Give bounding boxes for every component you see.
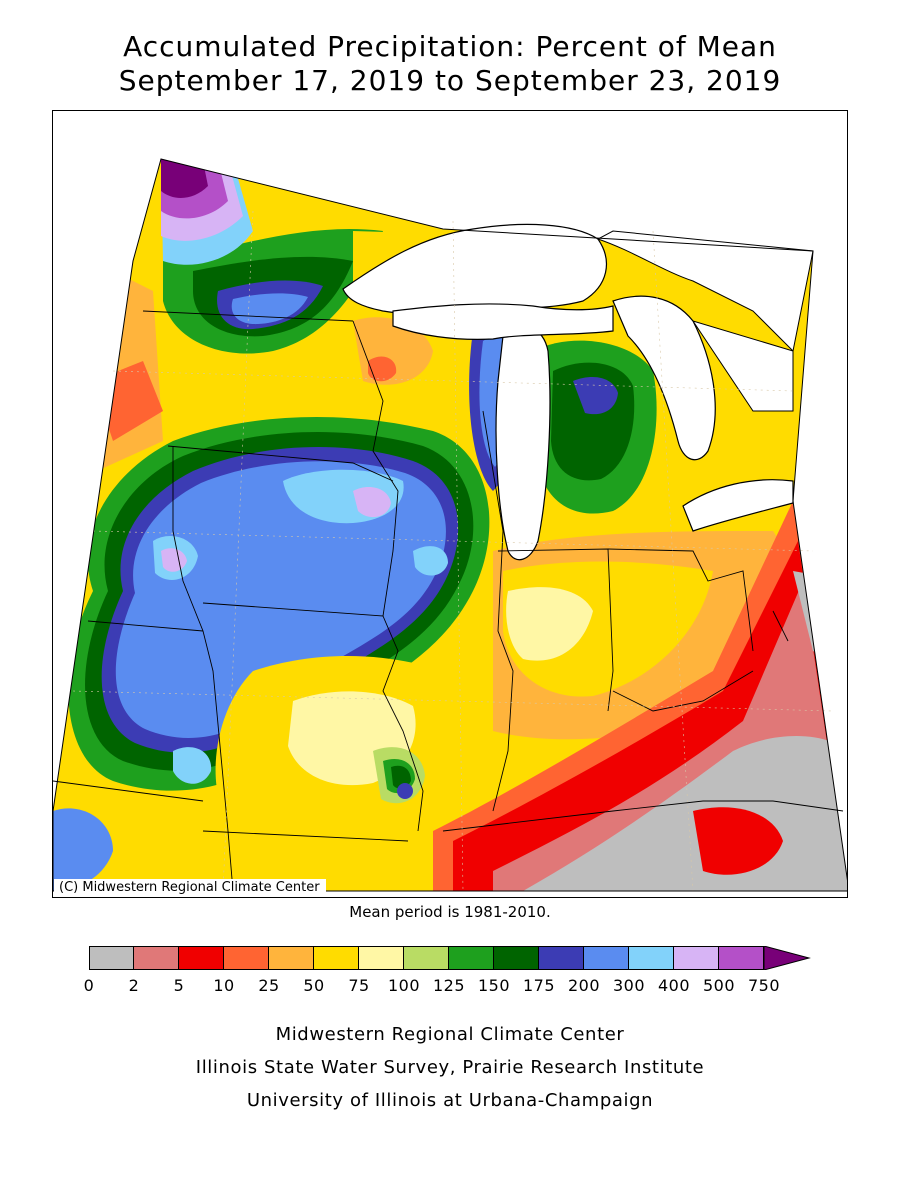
title-block: Accumulated Precipitation: Percent of Me… [0,30,900,98]
canada-region [596,230,814,412]
legend-label: 150 [477,976,511,995]
legend-swatch [539,946,584,970]
legend-color-bar [89,946,764,970]
legend-swatch [224,946,269,970]
legend-swatch [674,946,719,970]
legend-label: 10 [213,976,235,995]
upper-peninsula-land [392,303,614,340]
map-date-range: September 17, 2019 to September 23, 2019 [118,64,782,97]
lake-michigan [495,327,551,561]
legend-label: 2 [128,976,140,995]
legend-swatch [404,946,449,970]
color-legend: 0 2 5 10 25 50 75 100 125 150 175 200 300 400 500 750 [84,946,829,1006]
legend-label: 5 [173,976,185,995]
great-lakes [342,223,794,561]
legend-label: 300 [612,976,646,995]
legend-label: 25 [258,976,280,995]
graticule [72,210,834,892]
legend-label: 75 [348,976,370,995]
legend-label: 200 [567,976,601,995]
credit-mrcc: Midwestern Regional Climate Center [275,1024,625,1045]
legend-label: 100 [387,976,421,995]
legend-label: 0 [83,976,95,995]
legend-swatch [494,946,539,970]
map-title: Accumulated Precipitation: Percent of Me… [123,30,777,63]
legend-swatch [134,946,179,970]
legend-label: 175 [522,976,556,995]
legend-label: 50 [303,976,325,995]
legend-swatch [629,946,674,970]
legend-swatch [359,946,404,970]
legend-swatch [269,946,314,970]
legend-label: 750 [747,976,781,995]
legend-swatch [314,946,359,970]
legend-swatch [584,946,629,970]
mean-period-note: Mean period is 1981-2010. [349,903,551,921]
legend-swatch [179,946,224,970]
legend-swatch [89,946,134,970]
legend-swatch [719,946,764,970]
map-copyright: (C) Midwestern Regional Climate Center [54,879,326,896]
legend-label: 400 [657,976,691,995]
legend-swatch [449,946,494,970]
legend-label: 125 [432,976,466,995]
credits-block: Midwestern Regional Climate Center Illin… [0,1018,900,1117]
map-frame[interactable]: (C) Midwestern Regional Climate Center [52,110,848,898]
state-boundaries [53,310,844,892]
legend-arrow-icon [764,946,811,970]
credit-isws: Illinois State Water Survey, Prairie Res… [195,1057,705,1078]
credit-uiuc: University of Illinois at Urbana-Champai… [246,1090,654,1111]
legend-label: 500 [702,976,736,995]
region-outline [53,158,847,892]
precipitation-map[interactable] [53,111,848,898]
lake-huron [612,295,716,461]
legend-labels: 0 2 5 10 25 50 75 100 125 150 175 200 300 400 500 750 [84,976,829,996]
